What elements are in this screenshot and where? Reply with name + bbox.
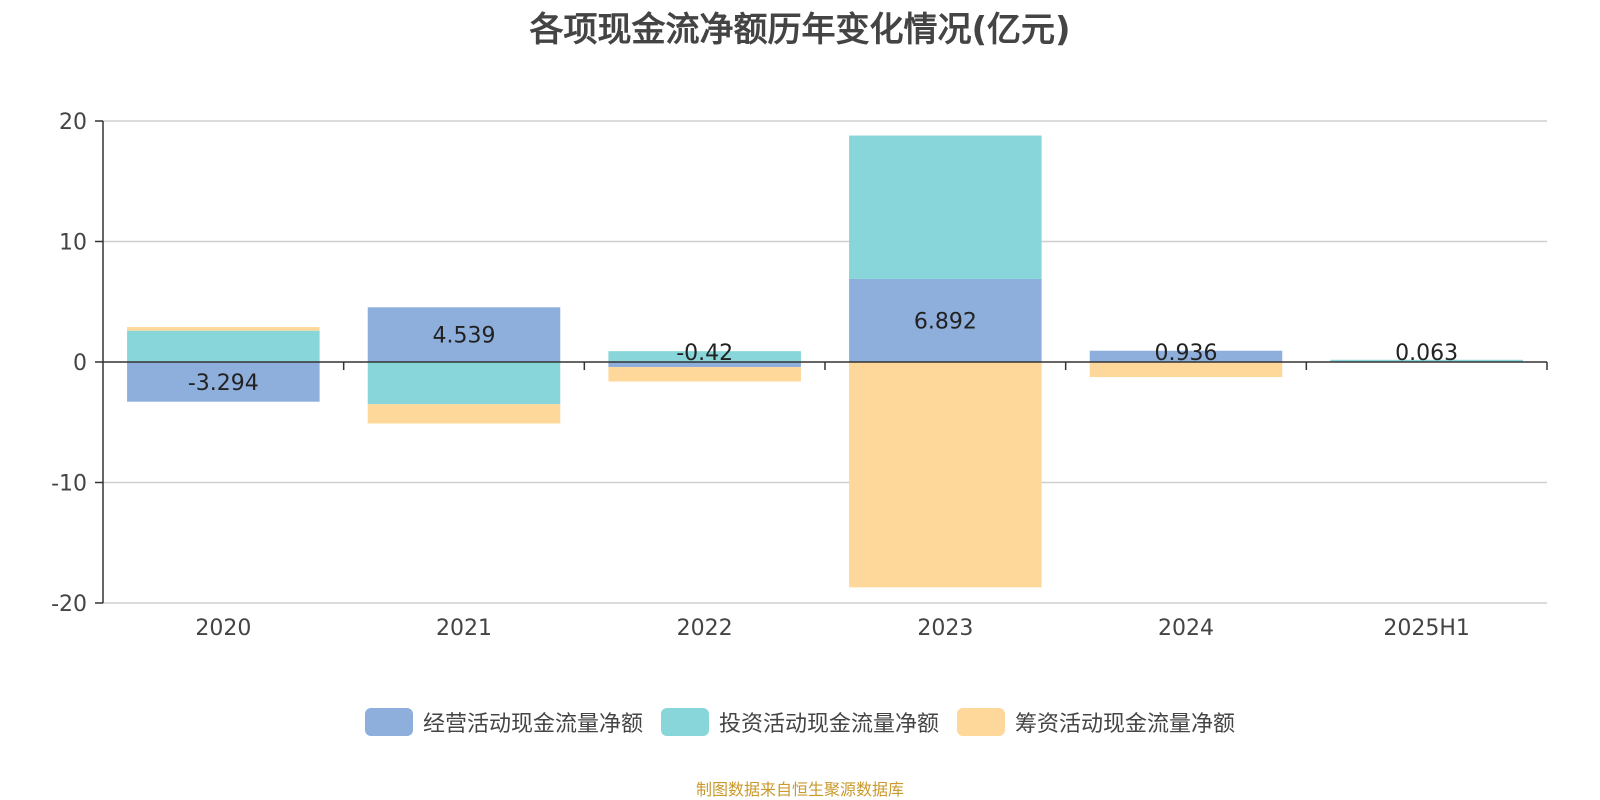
y-tick-label: -10 bbox=[51, 472, 87, 497]
bar-s3-2023 bbox=[849, 362, 1042, 588]
x-tick-label-2021: 2021 bbox=[436, 616, 492, 641]
legend-item-2[interactable]: 投资活动现金流量净额 bbox=[660, 706, 939, 738]
legend-label: 投资活动现金流量净额 bbox=[718, 712, 939, 737]
legend-swatch bbox=[660, 708, 709, 736]
x-tick-label-2022: 2022 bbox=[677, 616, 733, 641]
bar-s1-2023 bbox=[849, 278, 1042, 362]
bar-s2-2020 bbox=[127, 330, 320, 362]
data-label-2020: -3.294 bbox=[188, 371, 259, 396]
chart-title: 各项现金流净额历年变化情况(亿元) bbox=[529, 10, 1071, 50]
legend-swatch bbox=[957, 708, 1005, 736]
bar-s1-2021 bbox=[367, 307, 561, 362]
bar-s3-2020 bbox=[127, 327, 320, 331]
bar-s1-2022 bbox=[608, 362, 801, 368]
y-tick-label: 20 bbox=[59, 110, 87, 135]
bar-s2-2023 bbox=[849, 135, 1042, 279]
x-tick-label-2024: 2024 bbox=[1158, 616, 1214, 641]
legend: 经营活动现金流量净额 投资活动现金流量净额 筹资活动现金流量净额 bbox=[0, 706, 1600, 738]
legend-label: 经营活动现金流量净额 bbox=[422, 712, 643, 737]
y-tick-label: -20 bbox=[51, 592, 87, 617]
x-tick-label-2025H1: 2025H1 bbox=[1383, 616, 1470, 641]
legend-item-1[interactable]: 经营活动现金流量净额 bbox=[364, 706, 643, 738]
x-tick-label-2020: 2020 bbox=[195, 616, 251, 641]
bar-s1-2024 bbox=[1089, 350, 1283, 362]
y-tick-label: 0 bbox=[73, 351, 87, 376]
data-label-2022: -0.42 bbox=[676, 341, 733, 366]
bar-s3-2021 bbox=[367, 404, 561, 424]
source-note: 制图数据来自恒生聚源数据库 bbox=[695, 780, 904, 799]
data-label-2023: 6.892 bbox=[914, 309, 977, 334]
bar-s2-2022 bbox=[608, 351, 801, 362]
bar-s1-2020 bbox=[127, 362, 320, 402]
x-tick-label-2023: 2023 bbox=[917, 616, 973, 641]
data-label-2024: 0.936 bbox=[1155, 341, 1218, 366]
data-label-2021: 4.539 bbox=[433, 324, 496, 349]
y-tick-label: 10 bbox=[59, 231, 87, 256]
bar-s3-2022 bbox=[608, 367, 801, 382]
legend-swatch bbox=[364, 708, 413, 736]
legend-item-3[interactable]: 筹资活动现金流量净额 bbox=[957, 706, 1235, 738]
legend-label: 筹资活动现金流量净额 bbox=[1015, 712, 1236, 737]
bar-s2-2025H1 bbox=[1330, 359, 1523, 362]
data-label-2025H1: 0.063 bbox=[1395, 341, 1458, 366]
bar-s2-2021 bbox=[367, 362, 561, 405]
bar-s3-2024 bbox=[1089, 362, 1283, 378]
